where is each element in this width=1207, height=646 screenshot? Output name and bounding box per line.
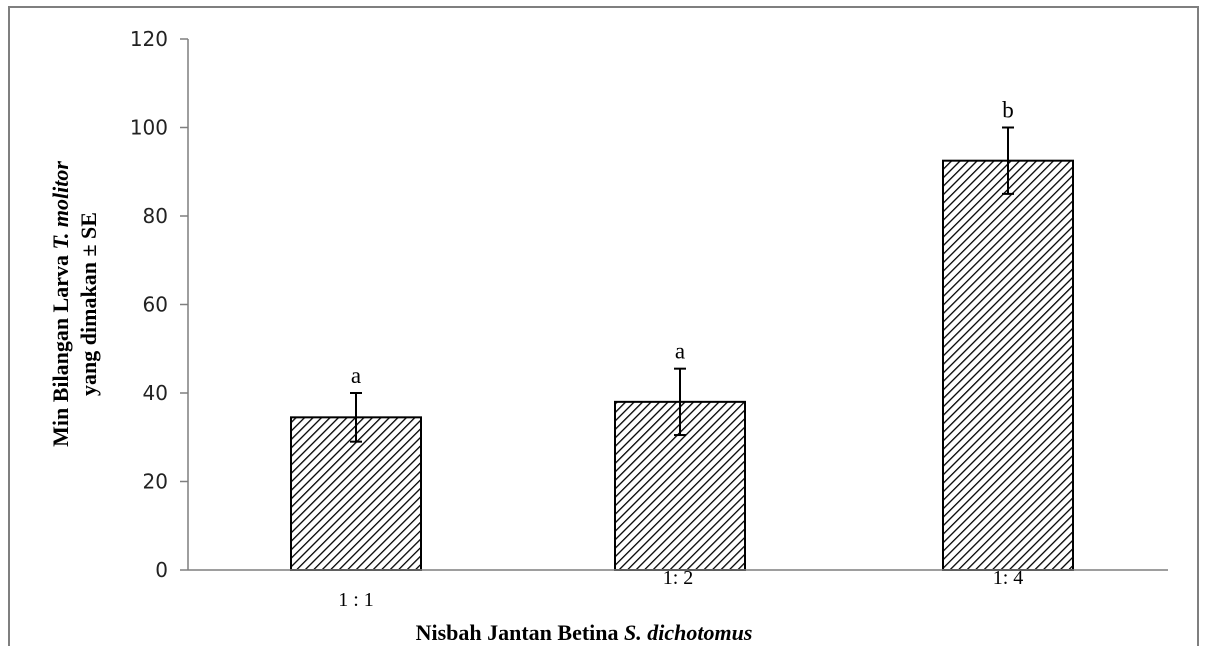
error-bars (350, 126, 1014, 443)
y-axis-title-line1: Min Bilangan Larva T. molitor (48, 161, 73, 447)
x-category-label: 1: 2 (663, 567, 694, 589)
y-axis-title: Min Bilangan Larva T. molitor yang dimak… (48, 161, 101, 447)
category-labels: 1 : 1 1: 2 1: 4 (338, 567, 1023, 611)
error-bar (674, 367, 686, 437)
bar (942, 159, 1074, 571)
significance-letter: a (675, 339, 685, 364)
y-axis-title-line2: yang dimakan ± SE (76, 212, 101, 396)
y-tick-label: 100 (130, 116, 168, 140)
y-tick-label: 120 (130, 27, 168, 51)
y-tick-label: 40 (143, 381, 168, 405)
x-axis-title: Nisbah Jantan Betina S. dichotomus (416, 620, 753, 645)
x-category-label: 1 : 1 (338, 589, 374, 611)
chart-frame (8, 6, 1199, 646)
x-category-label: 1: 4 (993, 567, 1024, 589)
y-axis-ticks: 0 20 40 60 80 100 120 (130, 27, 188, 582)
bars (290, 159, 1074, 571)
y-tick-label: 80 (143, 204, 168, 228)
significance-letters: a a b (351, 98, 1014, 389)
bar (290, 416, 422, 571)
significance-letter: b (1002, 98, 1014, 123)
y-tick-label: 60 (143, 293, 168, 317)
y-tick-label: 0 (155, 558, 168, 582)
significance-letter: a (351, 363, 361, 388)
y-tick-label: 20 (143, 470, 168, 494)
error-bar (1002, 126, 1014, 195)
error-bar (350, 392, 362, 443)
